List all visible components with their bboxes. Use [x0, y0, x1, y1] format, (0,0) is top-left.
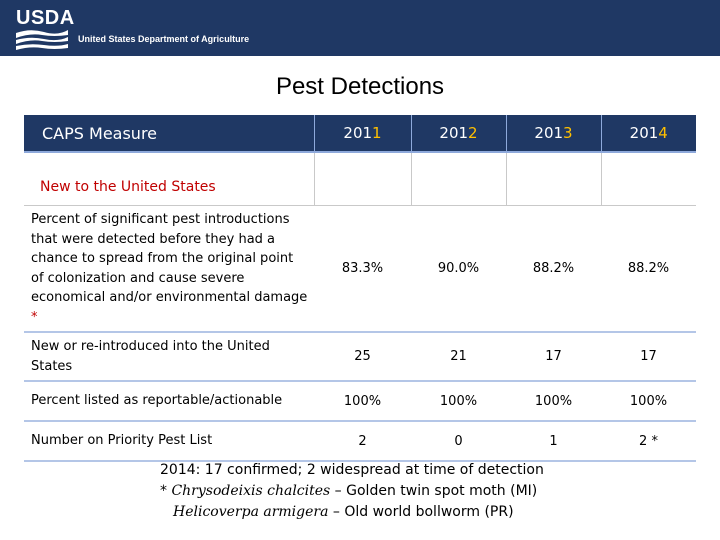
year-header-2011: 2011 — [313, 115, 411, 153]
usda-wordmark: USDA — [16, 7, 75, 29]
footnote-asterisk: * — [160, 483, 172, 499]
year-prefix: 201 — [629, 124, 659, 142]
year-header-2013: 2013 — [505, 115, 601, 153]
table-row: Percent listed as reportable/actionable … — [24, 381, 696, 422]
table-cell: 83.3% — [314, 205, 411, 333]
year-prefix: 201 — [439, 124, 469, 142]
header-bar: USDA United States Department of Agricul… — [0, 0, 720, 56]
table-cell: 2 * — [601, 421, 696, 462]
year-header-2014: 2014 — [600, 115, 696, 153]
table-cell: 1 — [506, 421, 601, 462]
row-label: New or re-introduced into the United Sta… — [24, 332, 314, 382]
usda-landscape-icon — [16, 30, 68, 50]
table-cell: 100% — [506, 381, 601, 422]
table-cell: 0 — [411, 421, 506, 462]
department-name: United States Department of Agriculture — [78, 34, 250, 44]
table-cell: 88.2% — [601, 205, 696, 333]
year-prefix: 201 — [534, 124, 564, 142]
species-name: Chrysodeixis chalcites — [171, 483, 331, 499]
row-label: Number on Priority Pest List — [24, 421, 314, 462]
table-cell: 25 — [314, 332, 411, 382]
row-label-text: Percent of significant pest introduction… — [31, 212, 308, 305]
table-cell — [410, 152, 506, 206]
footnote-marker: * — [31, 309, 38, 325]
table-cell — [505, 152, 601, 206]
species-common-name: – Old world bollworm (PR) — [328, 504, 514, 520]
table-cell: 100% — [314, 381, 411, 422]
table-cell: 88.2% — [506, 205, 601, 333]
measure-column-header: CAPS Measure — [24, 115, 314, 153]
table-cell: 21 — [411, 332, 506, 382]
table-header-row: CAPS Measure 2011 2012 2013 2014 — [24, 115, 696, 153]
table-cell: 100% — [601, 381, 696, 422]
table-row: Number on Priority Pest List 2 0 1 2 * — [24, 421, 696, 462]
footnote-species-2: Helicoverpa armigera – Old world bollwor… — [160, 502, 544, 523]
table-cell: 100% — [411, 381, 506, 422]
footnote-detection-summary: 2014: 17 confirmed; 2 widespread at time… — [160, 462, 544, 478]
species-common-name: – Golden twin spot moth (MI) — [330, 483, 538, 499]
footnote-species-1: * Chrysodeixis chalcites – Golden twin s… — [160, 481, 544, 502]
table-cell: 90.0% — [411, 205, 506, 333]
year-suffix: 4 — [658, 124, 668, 142]
section-label: New to the United States — [24, 152, 314, 206]
row-label: Percent of significant pest introduction… — [24, 205, 314, 333]
pest-detections-table: CAPS Measure 2011 2012 2013 2014 New to … — [24, 115, 696, 462]
usda-logo[interactable]: USDA United States Department of Agricul… — [16, 8, 256, 50]
year-suffix: 3 — [563, 124, 573, 142]
year-header-2012: 2012 — [410, 115, 506, 153]
table-cell: 2 — [314, 421, 411, 462]
year-prefix: 201 — [343, 124, 373, 142]
table-cell — [313, 152, 411, 206]
year-suffix: 2 — [468, 124, 478, 142]
species-name: Helicoverpa armigera — [173, 504, 329, 520]
section-row: New to the United States — [24, 152, 696, 206]
footnotes: 2014: 17 confirmed; 2 widespread at time… — [160, 460, 544, 523]
page-title: Pest Detections — [275, 73, 445, 100]
table-row: New or re-introduced into the United Sta… — [24, 332, 696, 382]
table-row: Percent of significant pest introduction… — [24, 205, 696, 333]
table-cell: 17 — [506, 332, 601, 382]
year-suffix: 1 — [372, 124, 382, 142]
row-label: Percent listed as reportable/actionable — [24, 381, 314, 422]
table-cell: 17 — [601, 332, 696, 382]
table-cell — [600, 152, 696, 206]
